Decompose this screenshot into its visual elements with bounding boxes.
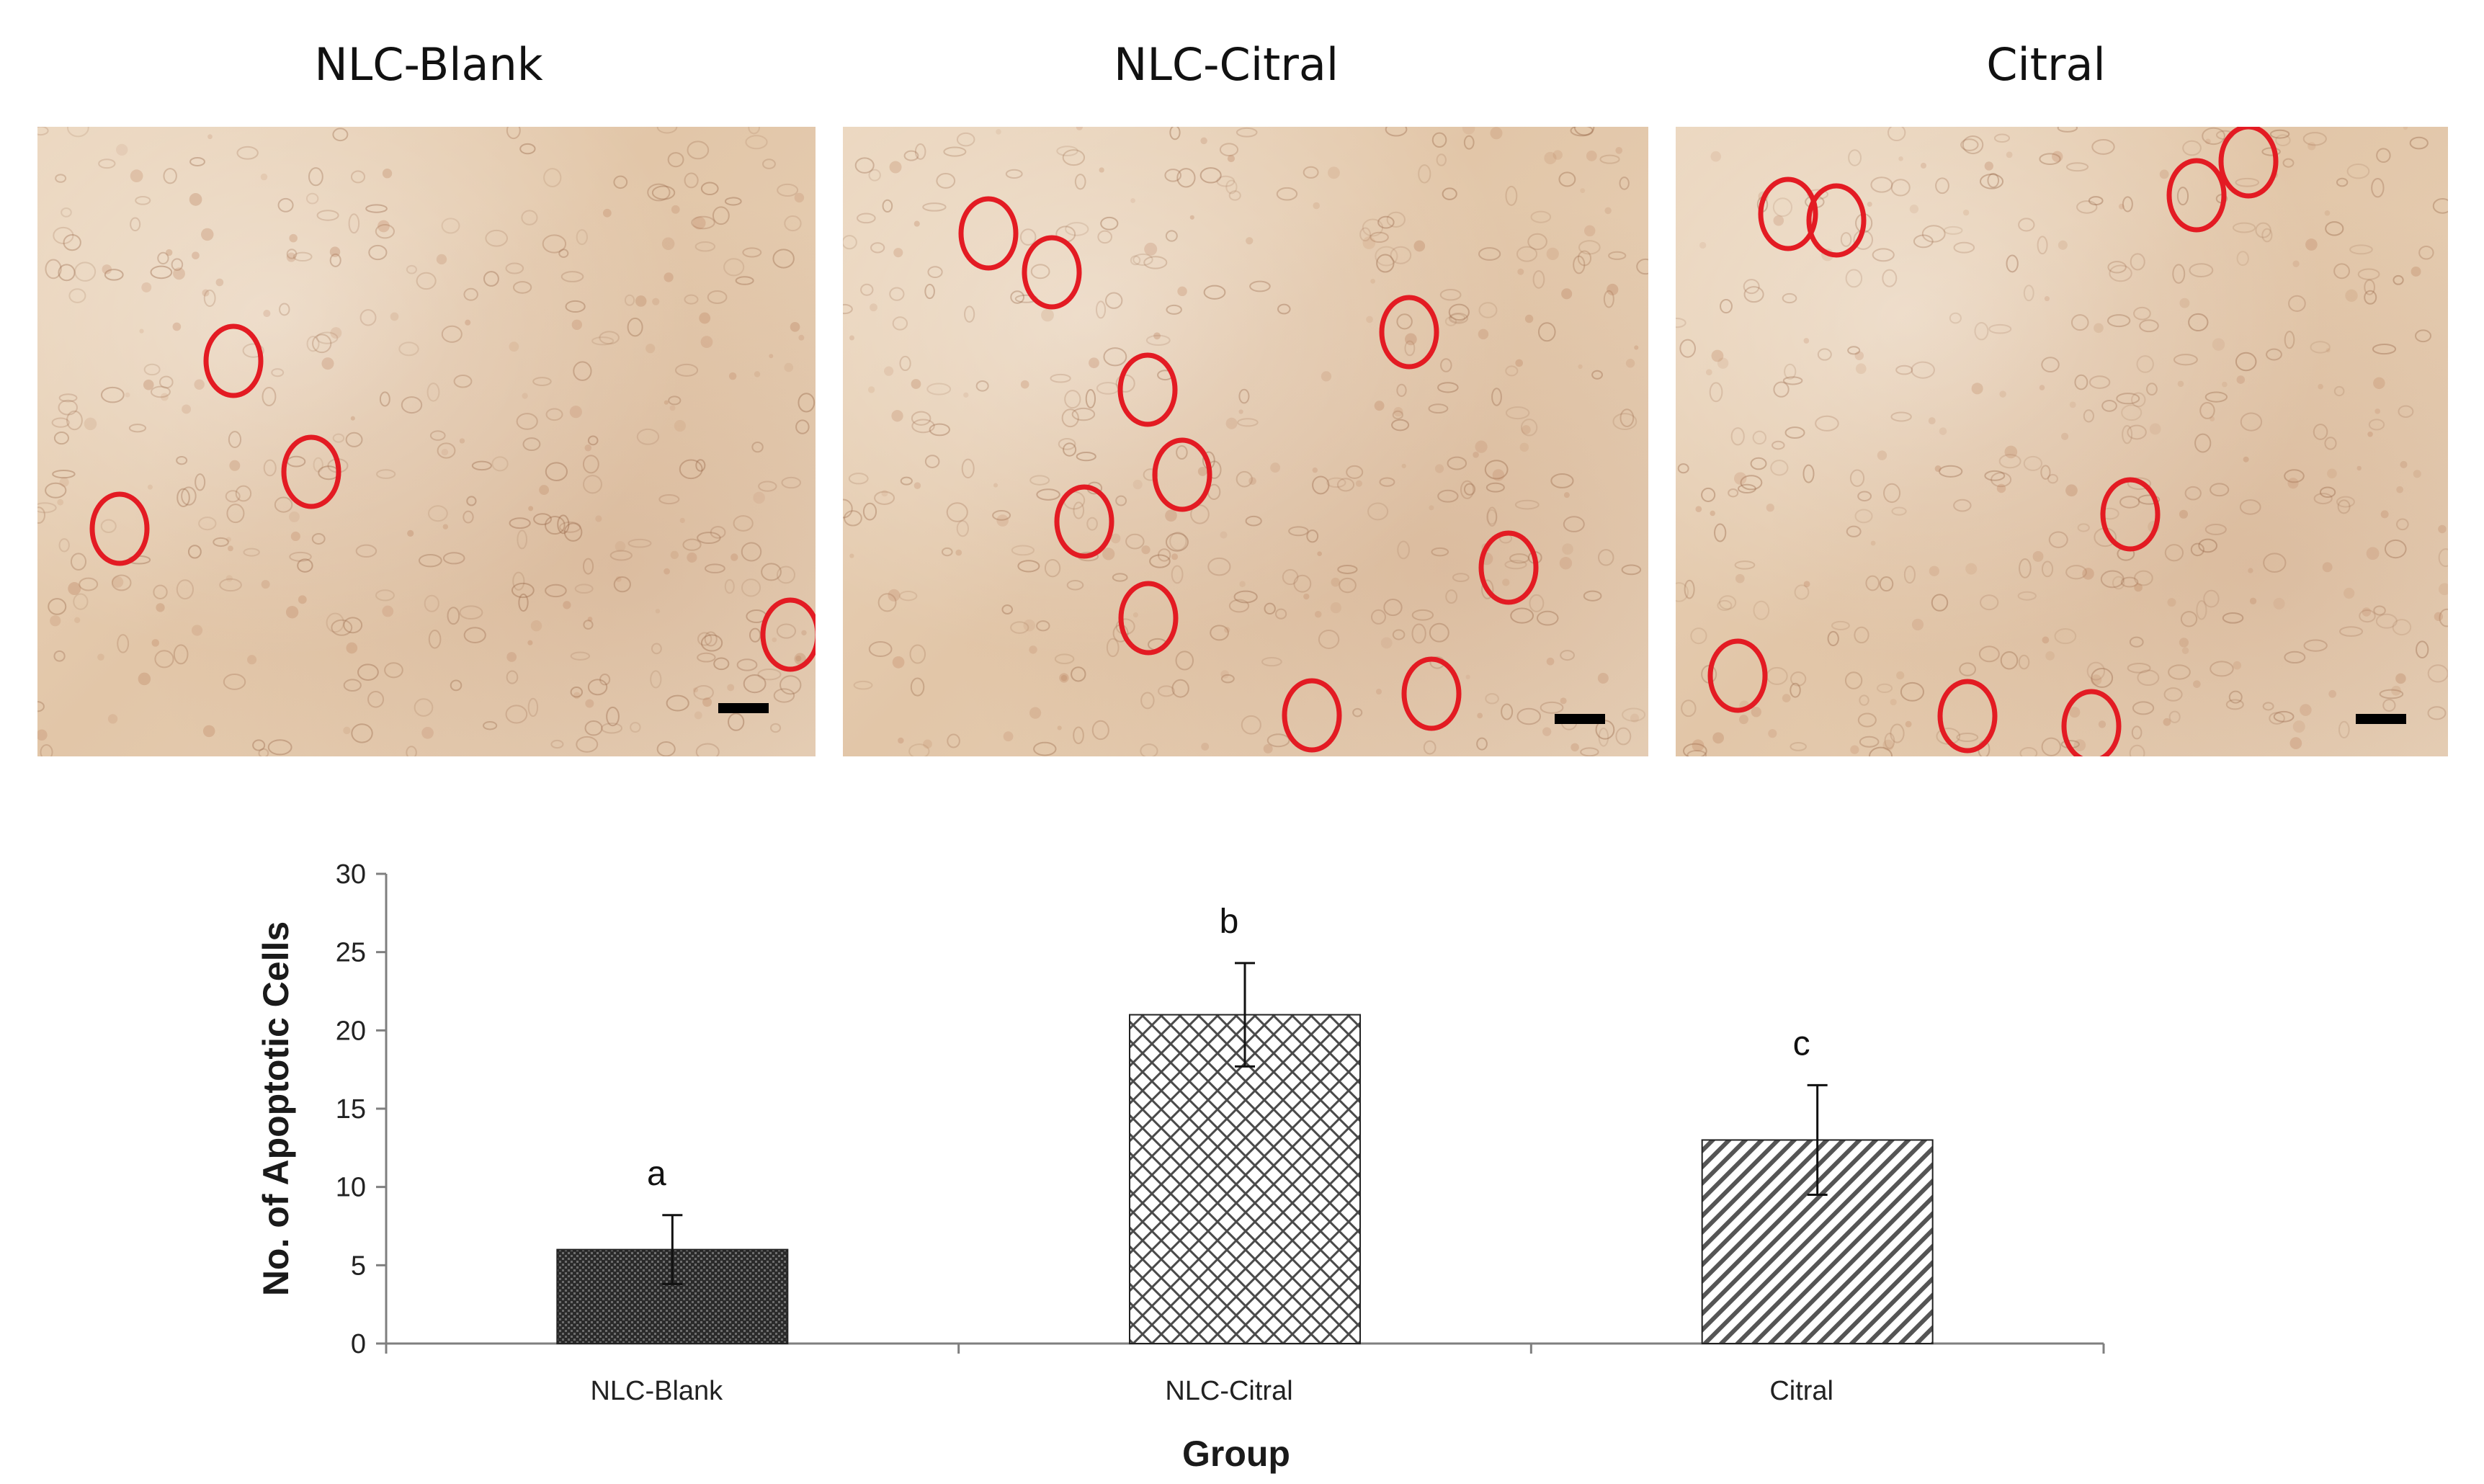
apoptotic-cell-marker: [1707, 638, 1768, 713]
micrograph-nlc-citral: [843, 127, 1648, 756]
y-axis: 0 5 10 15 20 25 30: [336, 859, 388, 1359]
scale-bar: [1555, 714, 1605, 724]
x-tick-label: NLC-Citral: [1165, 1376, 1292, 1406]
y-tick-label: 0: [351, 1329, 366, 1359]
apoptotic-cell-marker: [1282, 678, 1342, 753]
apoptotic-cell-marker: [1054, 484, 1114, 559]
panel-title-citral: Citral: [1986, 38, 2106, 91]
apoptotic-cell-marker: [203, 323, 264, 398]
y-tick-label: 30: [336, 859, 366, 890]
apoptotic-cell-marker: [1118, 581, 1179, 656]
significance-label: b: [1220, 903, 1239, 941]
apoptotic-cell-marker: [2166, 158, 2227, 233]
apoptotic-cell-marker: [958, 196, 1019, 271]
apoptotic-cell-marker: [1937, 679, 1998, 754]
scale-bar: [2356, 714, 2406, 724]
x-axis-label: Group: [1182, 1434, 1290, 1474]
apoptotic-cell-marker: [2061, 689, 2122, 756]
y-tick-label: 25: [336, 938, 366, 968]
micrograph-nlc-blank: [37, 127, 816, 756]
y-tick-label: 5: [351, 1251, 366, 1281]
apoptotic-cell-marker: [1478, 530, 1539, 605]
apoptotic-cell-marker: [2218, 127, 2279, 199]
apoptotic-cell-marker: [1152, 437, 1212, 512]
bar-nlc-citral: [1129, 1014, 1361, 1344]
apoptotic-cell-marker: [2100, 477, 2161, 552]
apoptotic-cell-marker: [1806, 183, 1867, 258]
micrograph-citral: [1676, 127, 2448, 756]
apoptotic-cell-marker: [1401, 656, 1462, 731]
panel-title-nlc-citral: NLC-Citral: [1113, 38, 1339, 91]
apoptotic-cell-marker: [1117, 352, 1178, 427]
apoptotic-cells-bar-chart: 0 5 10 15 20 25 30 NLC-Blank NLC-Citral Citral a…: [256, 859, 2105, 1474]
x-axis: NLC-Blank NLC-Citral Citral: [385, 1342, 2105, 1406]
panel-title-nlc-blank: NLC-Blank: [314, 38, 543, 91]
significance-label: a: [647, 1155, 666, 1193]
bars: a b c: [556, 903, 1934, 1344]
y-axis-label: No. of Apoptotic Cells: [256, 921, 296, 1296]
y-tick-label: 15: [336, 1094, 366, 1125]
apoptotic-cell-marker: [1022, 235, 1082, 310]
apoptotic-cell-marker: [281, 434, 341, 509]
x-tick-label: NLC-Blank: [590, 1376, 723, 1406]
scale-bar: [718, 703, 769, 713]
y-tick-label: 10: [336, 1173, 366, 1203]
x-tick-label: Citral: [1769, 1376, 1833, 1406]
y-tick-label: 20: [336, 1016, 366, 1046]
significance-label: c: [1793, 1024, 1810, 1063]
apoptotic-cell-marker: [1758, 176, 1818, 251]
apoptotic-cell-marker: [1379, 295, 1439, 370]
apoptotic-cell-marker: [760, 597, 816, 672]
apoptotic-cell-marker: [89, 491, 150, 566]
